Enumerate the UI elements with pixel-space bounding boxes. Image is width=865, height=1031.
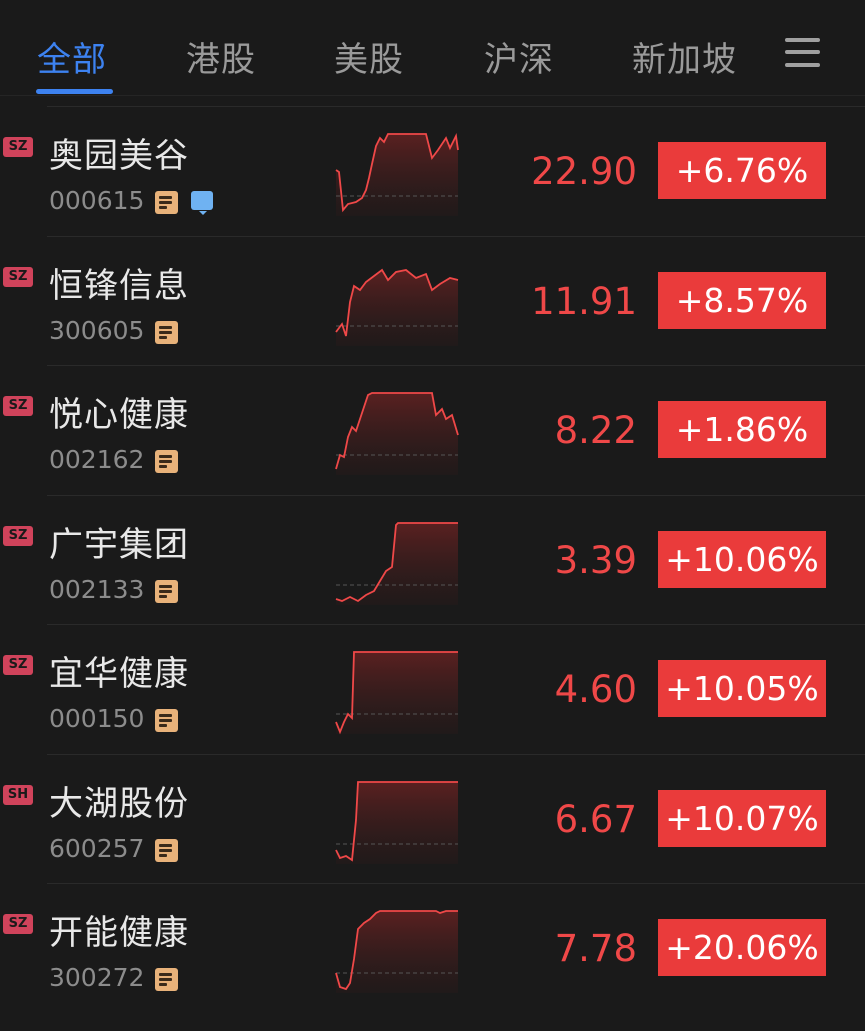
change-percent-badge[interactable]: +8.57% — [658, 271, 826, 329]
change-percent-badge[interactable]: +10.05% — [658, 660, 826, 717]
divider — [0, 95, 865, 96]
market-badge: SZ — [3, 525, 33, 546]
intraday-sparkline — [335, 268, 459, 346]
tab-all[interactable]: 全部 — [37, 40, 107, 80]
stock-row[interactable]: SZ 开能健康 300272 7.78 +20.06% — [0, 883, 865, 1013]
divider — [47, 365, 865, 366]
stock-name: 宜华健康 — [49, 654, 189, 694]
sparkline-area — [336, 393, 458, 475]
change-percent-badge[interactable]: +10.06% — [658, 530, 826, 588]
change-percent-badge[interactable]: +20.06% — [658, 919, 826, 976]
note-icon[interactable] — [155, 709, 178, 732]
intraday-sparkline — [335, 780, 458, 864]
sparkline-area — [336, 781, 458, 864]
divider — [47, 753, 865, 755]
sparkline-line — [335, 268, 459, 336]
stock-row[interactable]: SZ 恒锋信息 300605 11.91 +8.57% — [0, 235, 865, 366]
stock-row[interactable]: SZ 悦心健康 002162 8.22 +1.86% — [0, 365, 865, 495]
sparkline-area — [336, 269, 458, 346]
sparkline-line — [335, 651, 458, 735]
sparkline-line — [335, 521, 458, 602]
stock-code: 000615 — [49, 186, 145, 215]
note-icon[interactable] — [155, 968, 178, 991]
tab-shsz[interactable]: 沪深 — [484, 40, 554, 80]
stock-row[interactable]: SZ 宜华健康 000150 4.60 +10.05% — [0, 624, 865, 754]
stock-code: 600257 — [49, 833, 145, 863]
stock-code: 300605 — [49, 315, 145, 345]
intraday-sparkline — [335, 521, 458, 605]
market-badge: SZ — [3, 655, 33, 675]
market-badge: SZ — [3, 396, 33, 416]
intraday-sparkline — [335, 392, 459, 475]
market-badge: SZ — [3, 137, 33, 157]
market-badge: SZ — [3, 914, 33, 934]
note-icon[interactable] — [155, 191, 178, 214]
note-icon[interactable] — [155, 579, 178, 603]
stock-name: 悦心健康 — [49, 395, 189, 435]
stock-code: 000150 — [49, 704, 145, 733]
intraday-sparkline — [335, 651, 458, 735]
sparkline-line — [335, 910, 458, 991]
stock-row[interactable]: SZ 奥园美谷 000615 22.90 +6.76% — [0, 106, 865, 236]
note-icon[interactable] — [155, 320, 178, 344]
stock-name: 大湖股份 — [49, 783, 189, 824]
intraday-sparkline — [335, 133, 459, 216]
market-badge: SZ — [3, 266, 33, 287]
stock-name: 开能健康 — [49, 913, 189, 953]
sparkline-area — [336, 522, 458, 605]
stock-name: 恒锋信息 — [49, 265, 189, 306]
stock-code: 300272 — [49, 963, 145, 992]
stock-price: 4.60 — [554, 668, 637, 711]
change-percent-badge[interactable]: +1.86% — [658, 401, 826, 458]
stock-price: 6.67 — [554, 797, 637, 841]
market-badge: SH — [3, 784, 33, 805]
intraday-sparkline — [335, 910, 458, 993]
divider — [47, 624, 865, 625]
stock-price: 11.91 — [531, 279, 637, 323]
divider — [47, 883, 865, 884]
comment-icon[interactable] — [191, 191, 213, 215]
stock-name: 奥园美谷 — [49, 136, 189, 176]
divider — [47, 106, 865, 107]
hamburger-menu-icon[interactable] — [785, 36, 820, 68]
stock-price: 7.78 — [554, 927, 637, 970]
stock-price: 22.90 — [531, 150, 637, 193]
active-tab-indicator — [36, 89, 113, 94]
stock-price: 8.22 — [554, 409, 637, 452]
tab-us[interactable]: 美股 — [334, 40, 404, 80]
sparkline-line — [335, 780, 458, 862]
stock-row[interactable]: SZ 广宇集团 002133 3.39 +10.06% — [0, 494, 865, 625]
market-tabs: 全部 港股 美股 沪深 新加坡 — [0, 0, 865, 96]
stock-code: 002133 — [49, 574, 145, 604]
tab-hk[interactable]: 港股 — [186, 40, 256, 80]
tab-sg[interactable]: 新加坡 — [632, 40, 737, 80]
change-percent-badge[interactable]: +6.76% — [658, 142, 826, 199]
note-icon[interactable] — [155, 450, 178, 473]
stock-price: 3.39 — [554, 538, 637, 582]
divider — [47, 494, 865, 496]
change-percent-badge[interactable]: +10.07% — [658, 789, 826, 847]
divider — [47, 235, 865, 237]
sparkline-line — [335, 392, 459, 470]
sparkline-line — [335, 133, 459, 213]
note-icon[interactable] — [155, 838, 178, 862]
stock-name: 广宇集团 — [49, 524, 189, 565]
stock-row[interactable]: SH 大湖股份 600257 6.67 +10.07% — [0, 753, 865, 884]
stock-code: 002162 — [49, 445, 145, 474]
